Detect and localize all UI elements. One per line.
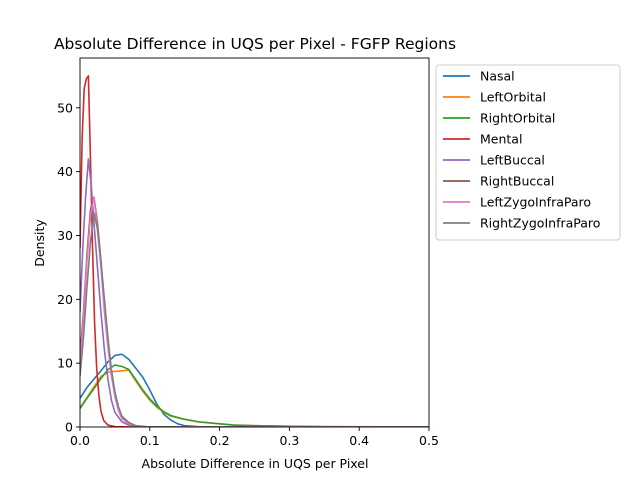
- series-line-rightbuccal: [80, 196, 429, 427]
- series-line-leftorbital: [80, 369, 429, 427]
- y-axis-label: Density: [32, 219, 47, 267]
- y-tick-label: 20: [57, 292, 73, 307]
- x-tick-label: 0.1: [140, 433, 160, 448]
- plot-area: 0.0 0.1 0.2 0.3 0.4 0.5 0 10 20 30 40 50: [57, 57, 439, 448]
- y-tick-label: 0: [65, 420, 73, 435]
- series-line-leftbuccal: [80, 158, 429, 427]
- axes-frame: [79, 57, 430, 428]
- legend-label-leftbuccal: LeftBuccal: [480, 153, 545, 168]
- y-tick-label: 50: [57, 100, 73, 115]
- series-lines: [80, 75, 429, 427]
- x-tick-label: 0.0: [70, 433, 90, 448]
- series-line-mental: [80, 75, 429, 427]
- legend-label-mental: Mental: [480, 132, 522, 147]
- legend: Nasal LeftOrbital RightOrbital Mental LeftBu…: [435, 64, 621, 241]
- series-line-leftzygoinfraparo: [80, 196, 429, 427]
- legend-label-rightbuccal: RightBuccal: [480, 174, 554, 189]
- y-tick-label: 40: [57, 164, 73, 179]
- legend-box: [435, 64, 621, 241]
- chart-title: Absolute Difference in UQS per Pixel - F…: [54, 35, 456, 53]
- series-line-rightzygoinfraparo: [80, 212, 429, 427]
- x-tick-label: 0.2: [210, 433, 230, 448]
- x-axis-label: Absolute Difference in UQS per Pixel: [142, 456, 369, 471]
- legend-label-nasal: Nasal: [480, 69, 515, 84]
- legend-label-rightorbital: RightOrbital: [480, 111, 555, 126]
- x-tick-label: 0.4: [349, 433, 369, 448]
- y-tick-label: 30: [57, 228, 73, 243]
- x-tick-label: 0.3: [279, 433, 299, 448]
- legend-label-leftzygoinfraparo: LeftZygoInfraParo: [480, 195, 591, 210]
- legend-label-rightzygoinfraparo: RightZygoInfraParo: [480, 216, 600, 231]
- x-tick-label: 0.5: [419, 433, 439, 448]
- series-line-nasal: [80, 353, 429, 427]
- y-tick-label: 10: [57, 356, 73, 371]
- series-line-rightorbital: [80, 364, 429, 427]
- legend-label-leftorbital: LeftOrbital: [480, 90, 546, 105]
